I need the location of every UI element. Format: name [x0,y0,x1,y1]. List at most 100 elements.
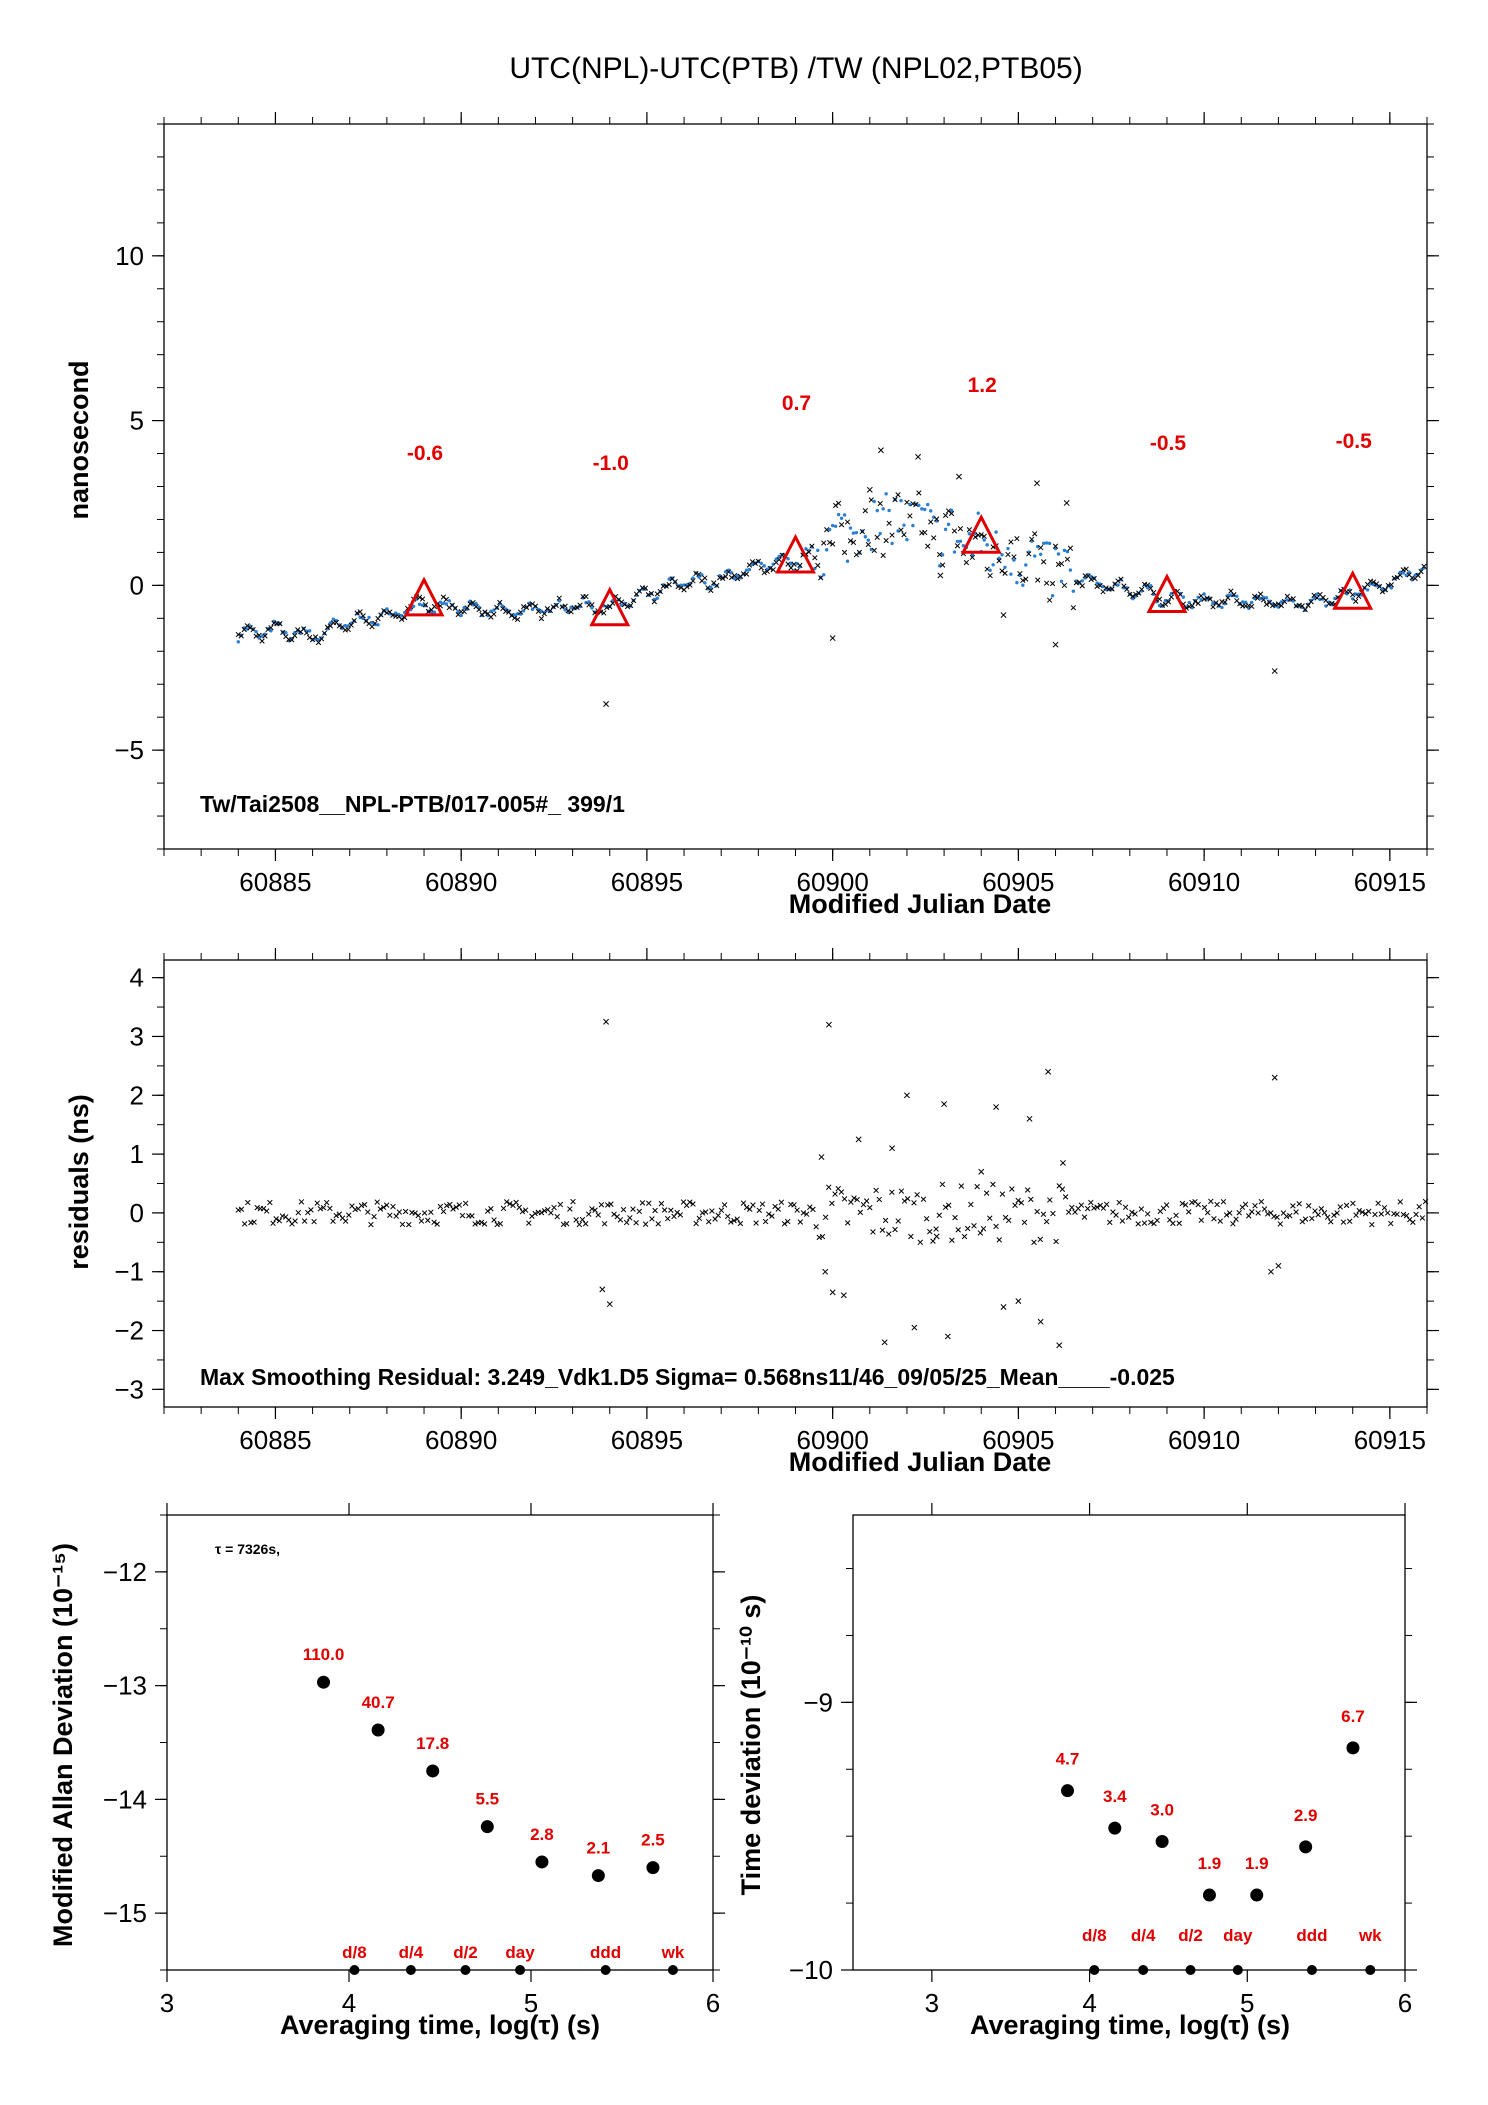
data-point [664,1215,671,1222]
data-point [315,639,322,646]
blue-data-point [744,568,749,572]
blue-data-point [337,623,342,627]
data-point [812,555,818,561]
data-point [1370,579,1377,585]
data-point [1047,1197,1053,1203]
data-point [503,1199,510,1205]
data-point [781,1221,788,1227]
x-tick-label: 60885 [239,1425,311,1455]
data-point [857,1209,864,1216]
marker-value-label: 1.2 [968,374,997,397]
blue-data-point [676,584,680,588]
data-point [1308,599,1314,605]
data-point [1296,1201,1302,1207]
blue-data-point [438,600,443,604]
marker-value-label: -0.5 [1336,430,1373,453]
x-axis-title: Averaging time, log(τ) (s) [280,2010,600,2040]
data-point [456,1202,463,1208]
interval-marker-label: d/4 [399,1943,424,1962]
data-point [589,1206,595,1212]
data-point [416,594,423,600]
data-point [770,567,776,573]
data-point [1334,1210,1340,1216]
marker-value-label: 0.7 [782,392,811,415]
data-point [699,1210,706,1216]
data-point [1315,1212,1321,1218]
data-point [923,1215,930,1222]
blue-data-point [417,602,422,606]
data-point [663,583,669,589]
data-point [873,1187,879,1194]
data-point [1201,1204,1208,1211]
data-point [244,623,250,629]
data-point [512,615,518,621]
data-point [892,1226,898,1233]
data-point [866,486,873,493]
data-point [1067,545,1074,551]
data-point [1081,1214,1088,1220]
x-tick-label: 6 [1398,1988,1412,2018]
data-point [882,1217,889,1224]
blue-data-point [949,508,954,513]
data-point [241,626,247,633]
data-point [1245,1213,1252,1219]
marker-value-label: -0.5 [1150,432,1187,455]
data-point [756,1207,763,1214]
blue-data-point [1053,546,1058,551]
data-point [1015,1298,1022,1305]
data-point [259,638,265,644]
data-point [277,621,283,627]
data-point [1413,1211,1419,1218]
data-point [961,1233,968,1240]
interval-marker [1185,1965,1196,1975]
data-point [1415,572,1421,579]
data-point [1032,531,1038,537]
data-point [895,1218,901,1224]
y-axis-title: nanosecond [64,360,94,519]
blue-data-point [1246,606,1251,611]
data-point [936,1212,943,1219]
blue-data-point [319,636,324,640]
blue-data-point [284,630,288,635]
blue-data-point [1050,594,1055,598]
data-point [747,1206,753,1212]
data-point [1038,544,1044,551]
data-point [863,1198,870,1204]
interval-marker [667,1965,678,1975]
interval-marker-label: d/8 [1082,1926,1107,1945]
blue-data-point [982,538,986,542]
data-point [1127,591,1133,597]
data-point [440,1208,447,1215]
blue-data-point [997,556,1001,561]
data-point [488,1206,494,1212]
data-point [835,500,842,506]
data-point [1168,594,1175,600]
data-point [847,538,854,544]
blue-data-point [810,545,814,549]
y-tick-label: 4 [130,963,144,993]
data-point [848,1199,854,1205]
data-point [1346,1741,1360,1755]
blue-data-point [1202,592,1206,596]
interval-marker [460,1965,471,1975]
data-point [1189,603,1195,609]
x-tick-label: 60900 [796,1425,868,1455]
x-tick-label: 3 [925,1988,939,2018]
data-point [948,510,955,517]
data-point [497,599,503,606]
data-point [1062,1194,1069,1200]
data-label: 6.7 [1341,1707,1365,1726]
data-point [999,1191,1006,1197]
data-point [996,558,1002,564]
data-point [832,1191,838,1197]
blue-data-point [795,561,799,566]
data-point [563,1220,570,1227]
data-label: 5.5 [475,1790,499,1809]
data-point [987,572,993,579]
data-point [993,1104,1000,1110]
data-point [238,1206,245,1213]
x-tick-label: 60895 [611,867,683,897]
data-point [541,1207,548,1214]
data-point [1059,1186,1066,1192]
data-point [357,609,363,615]
